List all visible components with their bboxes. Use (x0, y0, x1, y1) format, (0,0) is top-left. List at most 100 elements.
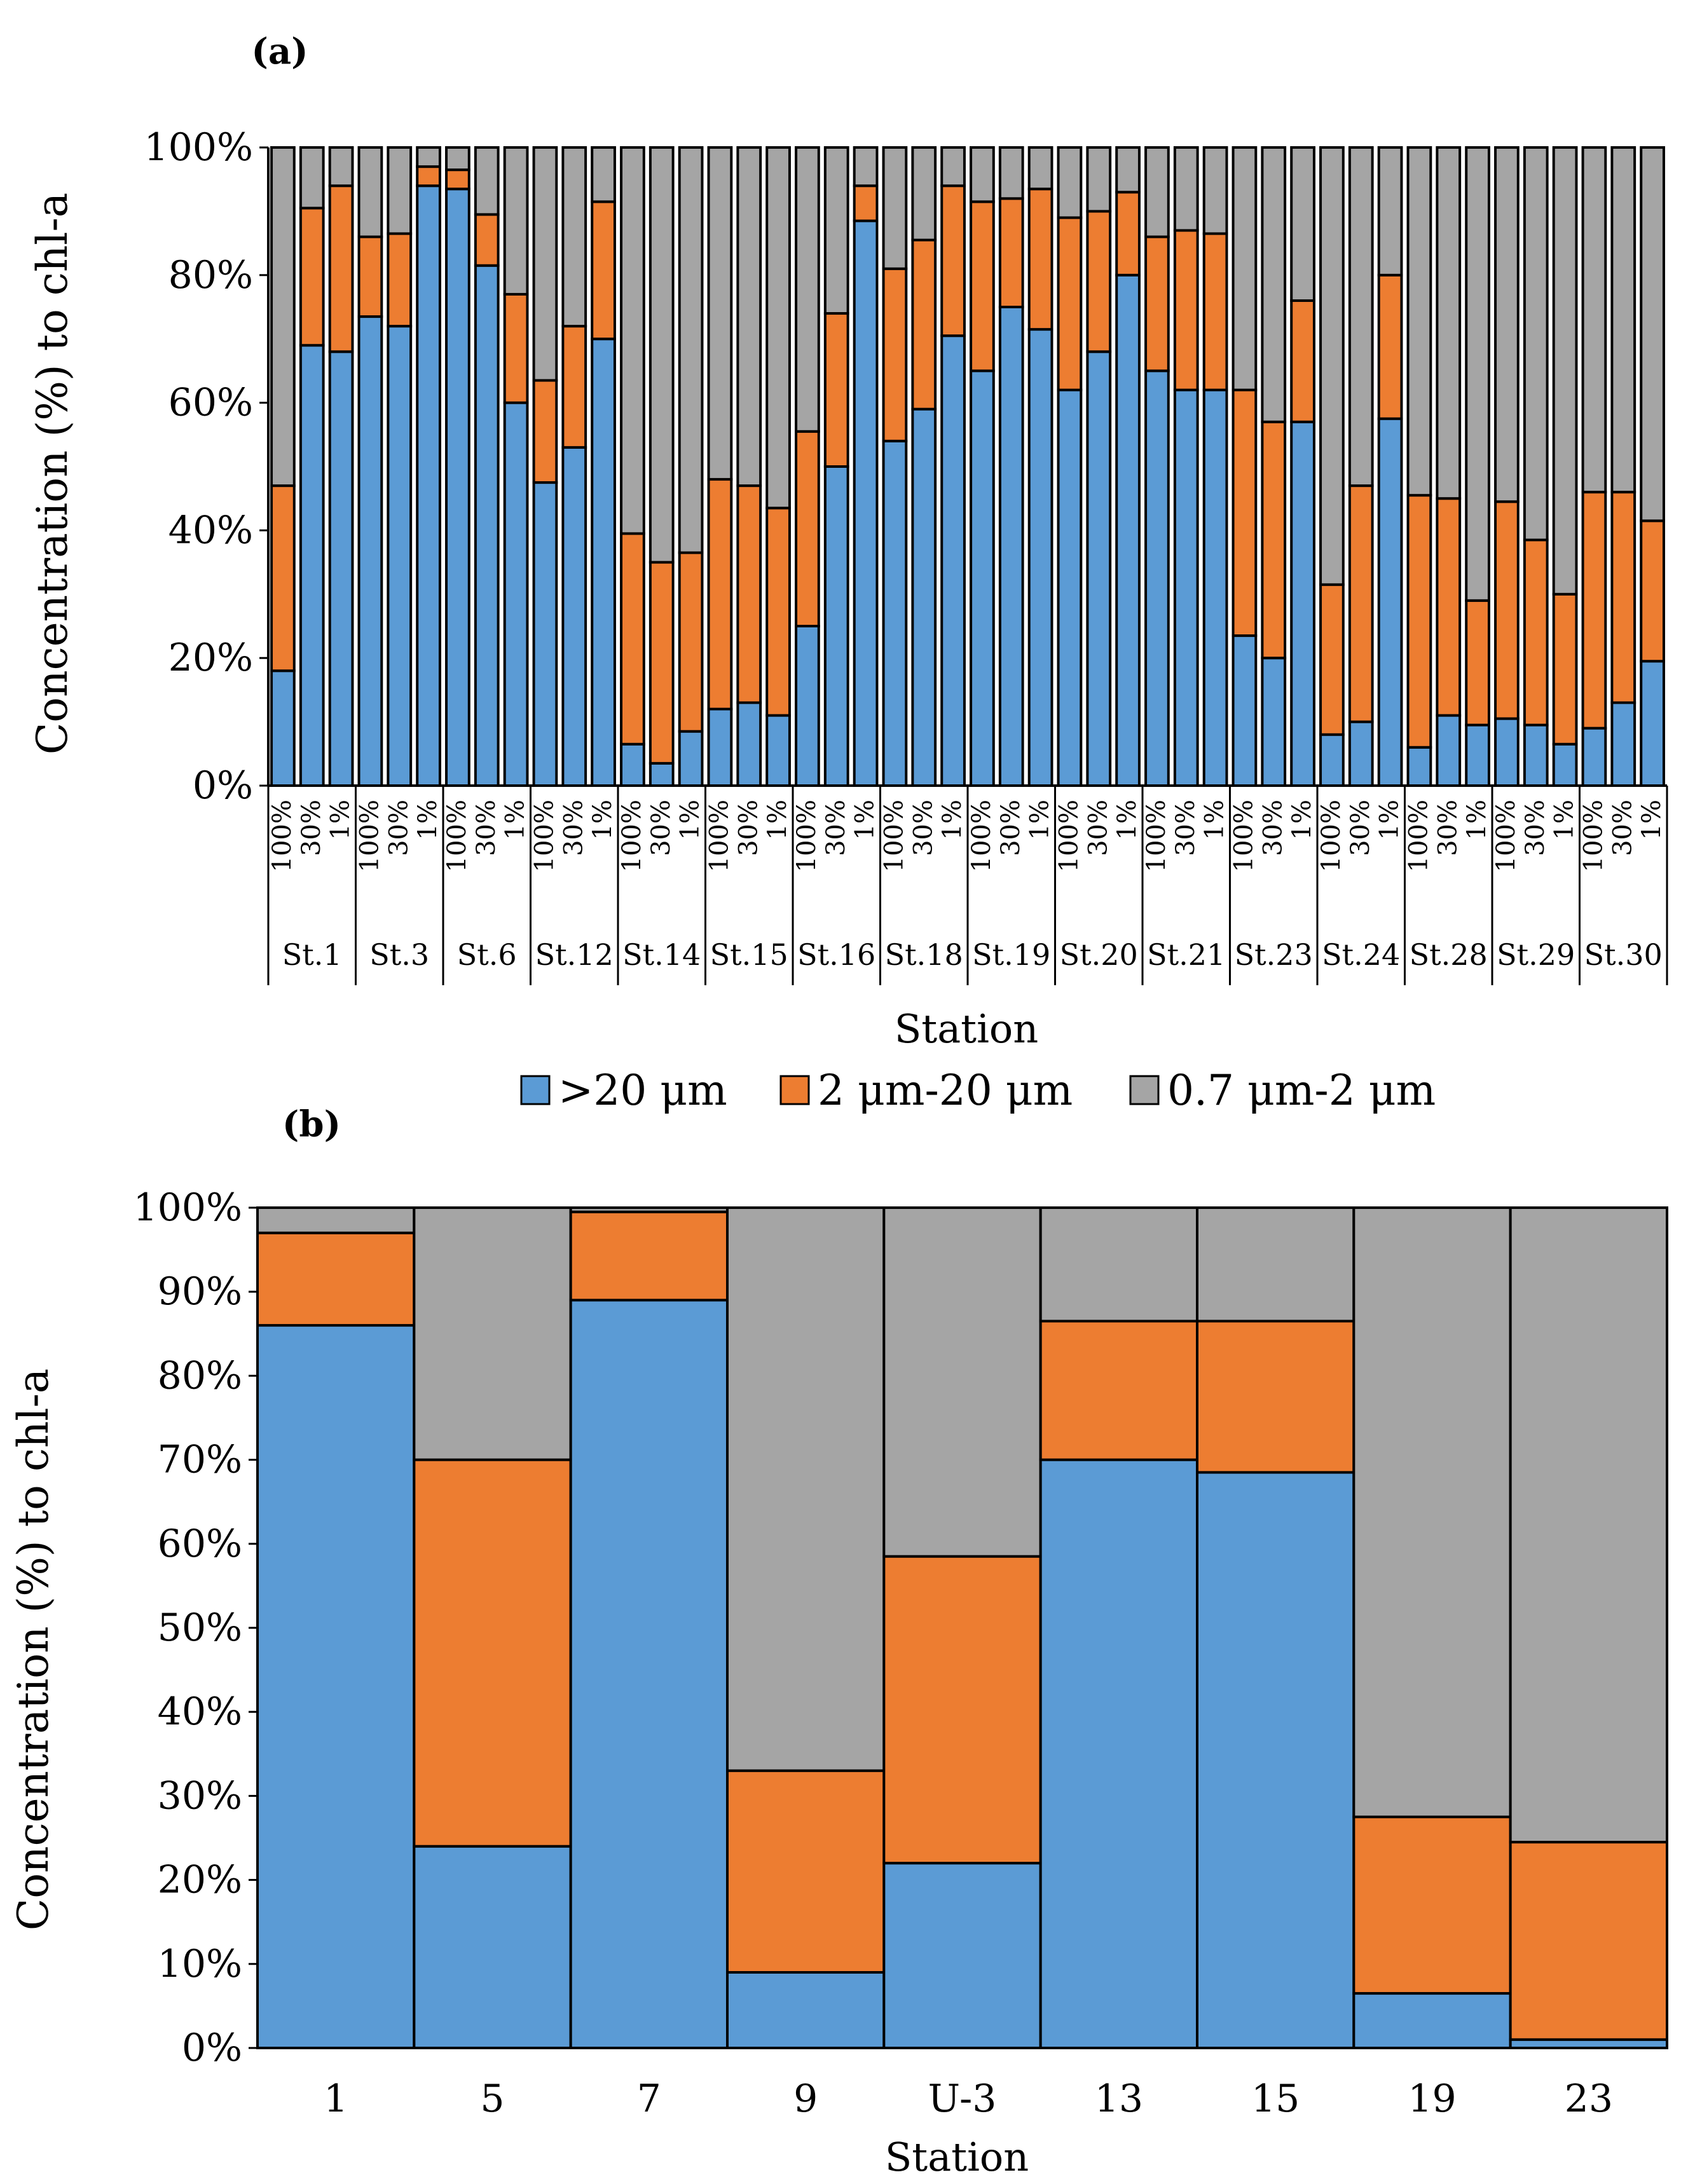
bar-mid-15 (678, 551, 704, 733)
bar-gt20-39 (1377, 417, 1403, 787)
depth-tick-label: 30% (821, 800, 851, 856)
bar-mid-12 (591, 200, 616, 341)
bar-small-5 (387, 146, 413, 235)
bar-small-12 (591, 146, 616, 203)
depth-tick-label: 100% (1579, 800, 1608, 872)
depth-tick-label: 30% (384, 800, 413, 856)
bar-small-48 (1640, 146, 1665, 522)
depth-tick-label: 100% (443, 800, 472, 872)
depth-tick-label: 30% (1433, 800, 1462, 856)
bar-mid-44 (1523, 538, 1549, 727)
station-tick-st-21: St.21 (1147, 938, 1225, 972)
y-tick-label: 60% (158, 1522, 242, 1566)
legend-swatch-gt20 (520, 1075, 551, 1105)
bar-gt20-5 (387, 325, 413, 787)
bar-gt20-16 (707, 707, 733, 788)
bar-gt20-18 (765, 714, 791, 788)
bar-small-38 (1348, 146, 1374, 488)
bar-mid-19 (795, 430, 820, 628)
x-tick-label-15: 15 (1251, 2077, 1300, 2121)
bar-gt20-24 (940, 334, 966, 787)
panel-a-label: (a) (251, 31, 308, 72)
bar-mid-42 (1465, 599, 1490, 727)
bar-small-25 (970, 146, 995, 203)
bar-gt20-47 (1610, 701, 1637, 787)
bar-small-18 (765, 146, 791, 510)
bar-mid-47 (1610, 491, 1637, 704)
legend-label-mid: 2 μm-20 μm (818, 1066, 1073, 1115)
bar-gt20-7 (445, 188, 470, 787)
x-tick-label-5: 5 (480, 2077, 504, 2121)
depth-tick-label: 30% (734, 800, 763, 856)
depth-tick-label: 100% (967, 800, 996, 872)
bar-small-23 (911, 146, 937, 242)
bar-small-31 (1144, 146, 1170, 238)
bar-mid-43 (1494, 500, 1520, 720)
bar-mid-27 (1027, 188, 1053, 331)
bar-small-4 (726, 1206, 886, 1772)
legend-label-gt20: >20 μm (558, 1066, 727, 1115)
bar-small-24 (940, 146, 966, 188)
depth-tick-label: 30% (1521, 800, 1550, 856)
depth-tick-label: 1% (1550, 800, 1579, 840)
depth-tick-label: 30% (559, 800, 588, 856)
bar-mid-18 (765, 507, 791, 717)
bar-small-22 (882, 146, 908, 270)
bar-mid-10 (532, 379, 558, 484)
bar-mid-11 (561, 325, 587, 449)
bar-mid-9 (503, 292, 529, 404)
bar-mid-39 (1377, 273, 1403, 420)
bar-mid-16 (707, 478, 733, 711)
depth-tick-label: 1% (1287, 800, 1317, 840)
bar-gt20-14 (648, 761, 675, 787)
x-tick-label-1: 1 (324, 2077, 348, 2121)
chart-a-x-axis-label: Station (895, 1006, 1038, 1052)
bar-small-37 (1319, 146, 1345, 586)
bar-gt20-20 (823, 465, 849, 787)
bar-small-42 (1465, 146, 1490, 602)
depth-tick-label: 1% (326, 800, 355, 840)
bar-small-6 (1039, 1206, 1198, 1323)
bar-gt20-23 (911, 407, 937, 787)
bar-small-16 (707, 146, 733, 481)
bar-mid-9 (1509, 1841, 1669, 2041)
bar-gt20-43 (1494, 717, 1520, 787)
bar-small-44 (1523, 146, 1549, 542)
chart-b-x-ticks: 1 5 7 9 U-3 13 15 19 23 (324, 2077, 1613, 2121)
x-tick-label-19: 19 (1408, 2077, 1456, 2121)
depth-tick-label: 30% (909, 800, 938, 856)
bar-gt20-41 (1436, 714, 1462, 788)
bar-gt20-25 (970, 369, 995, 787)
bar-gt20-1 (270, 669, 296, 788)
legend-swatch-small (1129, 1075, 1160, 1105)
bar-mid-17 (736, 484, 762, 704)
depth-tick-label: 30% (1258, 800, 1287, 856)
bar-mid-38 (1348, 484, 1374, 723)
depth-tick-label: 100% (1142, 800, 1171, 872)
bar-mid-46 (1581, 491, 1607, 730)
bar-small-7 (1196, 1206, 1355, 1323)
bar-gt20-15 (678, 730, 704, 788)
bar-small-20 (823, 146, 849, 315)
depth-tick-label: 100% (1404, 800, 1433, 872)
station-tick-st-30: St.30 (1584, 938, 1663, 972)
bar-gt20-2 (299, 344, 325, 787)
depth-tick-label: 100% (1229, 800, 1258, 872)
bar-mid-30 (1115, 191, 1141, 276)
bar-gt20-13 (620, 742, 645, 787)
bar-small-10 (532, 146, 558, 382)
bar-mid-1 (256, 1231, 416, 1327)
chart-b-bars (256, 1206, 1669, 2050)
bar-mid-28 (1057, 216, 1083, 392)
bar-gt20-40 (1406, 746, 1432, 788)
bar-mid-2 (413, 1458, 572, 1848)
y-tick-label: 100% (133, 1185, 242, 1230)
depth-tick-label: 100% (792, 800, 821, 872)
depth-tick-label: 1% (1462, 800, 1492, 840)
y-tick-label: 30% (158, 1773, 242, 1818)
bar-gt20-21 (853, 219, 879, 787)
bar-gt20-32 (1173, 388, 1199, 787)
depth-tick-label: 1% (413, 800, 443, 840)
depth-tick-label: 1% (676, 800, 705, 840)
